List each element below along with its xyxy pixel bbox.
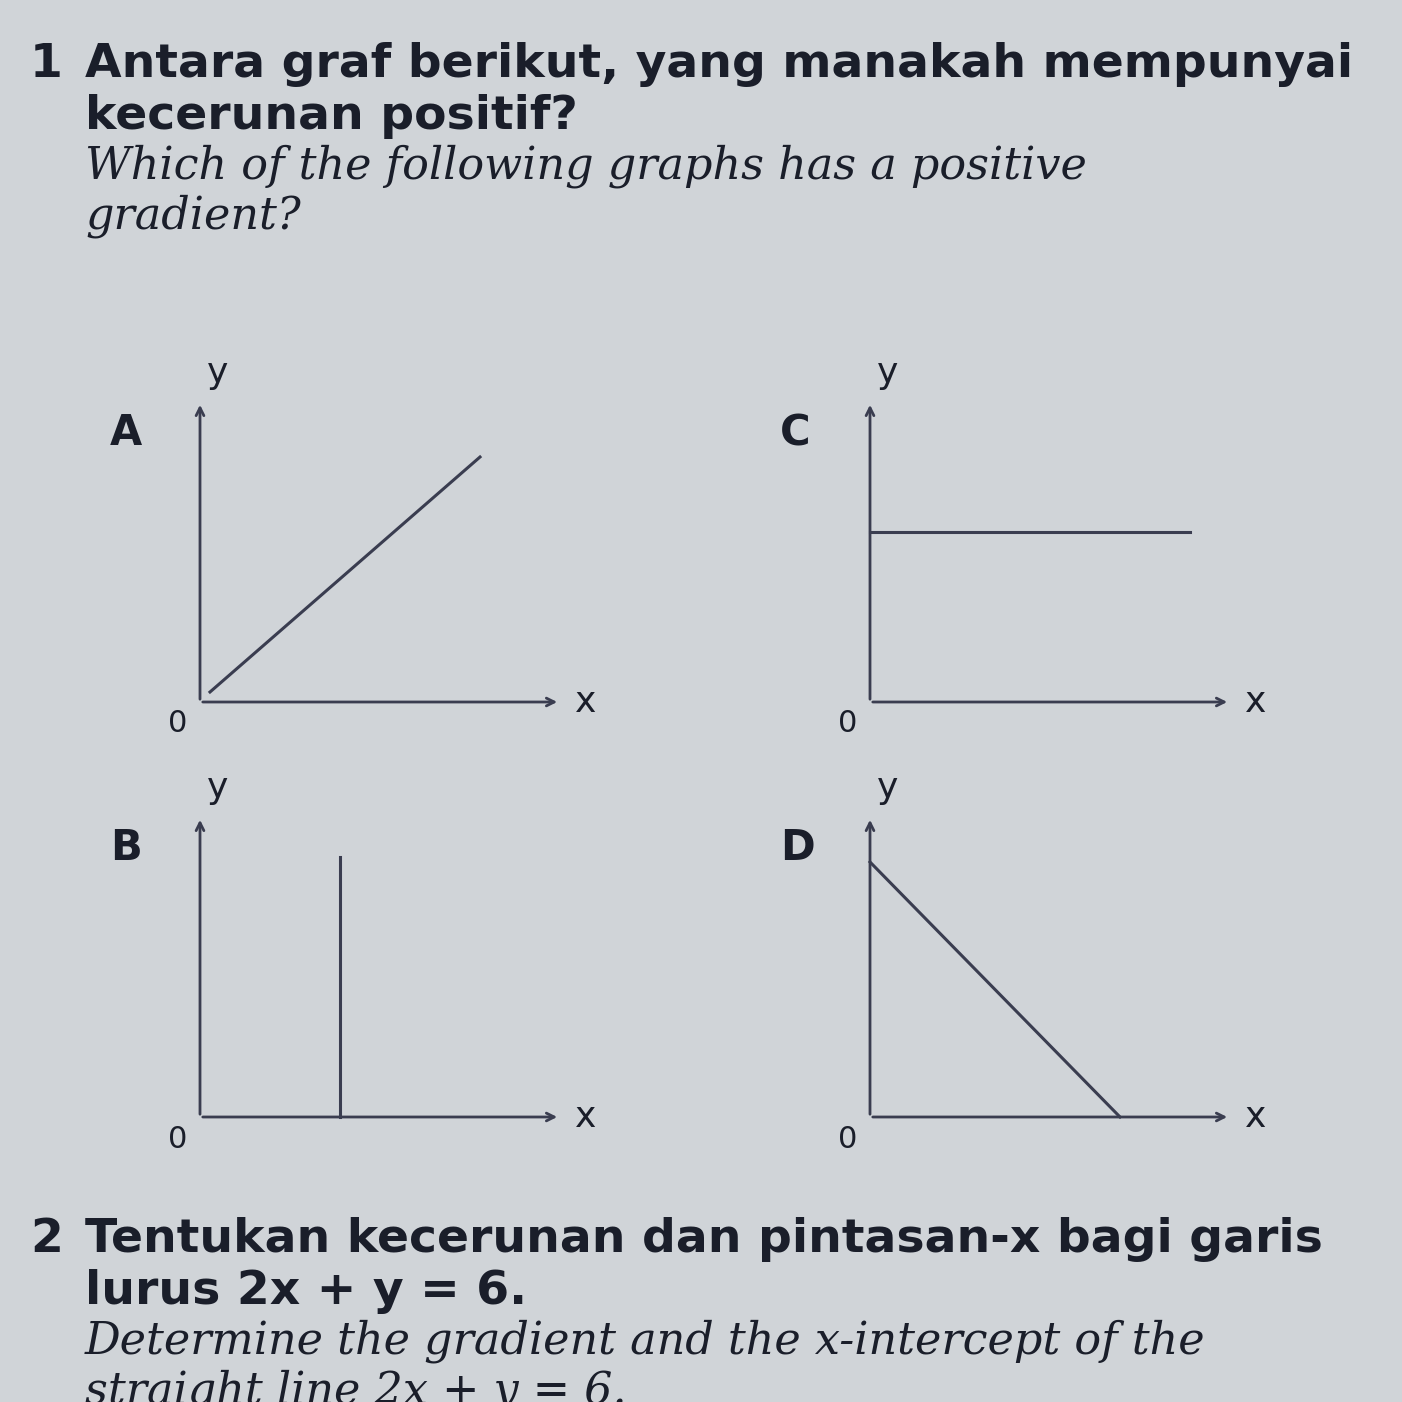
Text: y: y bbox=[207, 356, 229, 390]
Text: 2: 2 bbox=[29, 1217, 63, 1262]
Text: D: D bbox=[780, 827, 815, 869]
Text: A: A bbox=[109, 412, 142, 454]
Text: x: x bbox=[575, 686, 596, 719]
Text: Tentukan kecerunan dan pintasan-x bagi garis: Tentukan kecerunan dan pintasan-x bagi g… bbox=[86, 1217, 1323, 1262]
Text: y: y bbox=[878, 771, 899, 805]
Text: straight line 2x + y = 6.: straight line 2x + y = 6. bbox=[86, 1368, 627, 1402]
Text: 1: 1 bbox=[29, 42, 63, 87]
Text: lurus 2x + y = 6.: lurus 2x + y = 6. bbox=[86, 1269, 527, 1314]
Text: Antara graf berikut, yang manakah mempunyai: Antara graf berikut, yang manakah mempun… bbox=[86, 42, 1353, 87]
Text: C: C bbox=[780, 412, 810, 454]
Text: gradient?: gradient? bbox=[86, 193, 301, 238]
Text: x: x bbox=[1245, 686, 1266, 719]
Text: x: x bbox=[1245, 1101, 1266, 1134]
Text: kecerunan positif?: kecerunan positif? bbox=[86, 94, 578, 139]
Text: x: x bbox=[575, 1101, 596, 1134]
Text: B: B bbox=[109, 827, 142, 869]
Text: 0: 0 bbox=[168, 1124, 188, 1154]
Text: y: y bbox=[878, 356, 899, 390]
Text: y: y bbox=[207, 771, 229, 805]
Text: 0: 0 bbox=[168, 709, 188, 739]
Text: 0: 0 bbox=[838, 1124, 858, 1154]
Text: Which of the following graphs has a positive: Which of the following graphs has a posi… bbox=[86, 144, 1087, 188]
Text: Determine the gradient and the x-intercept of the: Determine the gradient and the x-interce… bbox=[86, 1319, 1206, 1363]
Text: 0: 0 bbox=[838, 709, 858, 739]
